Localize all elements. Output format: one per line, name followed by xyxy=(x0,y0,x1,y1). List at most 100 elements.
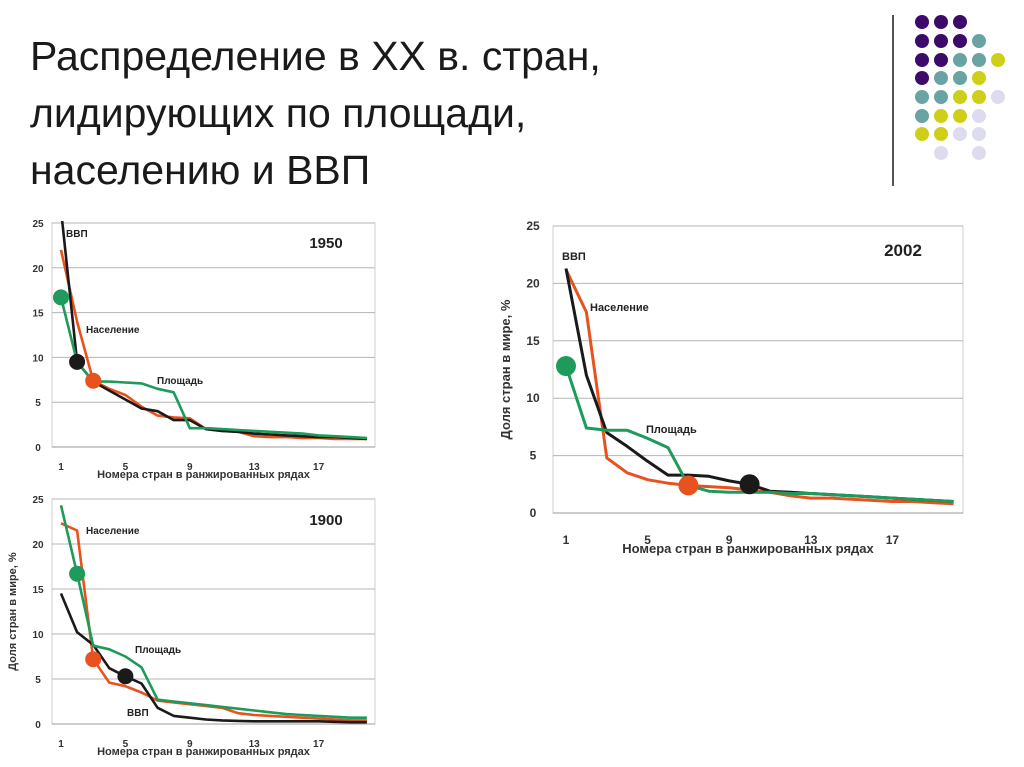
x-tick-label: 1 xyxy=(563,533,570,547)
decorative-divider xyxy=(892,15,894,186)
chart-year-label: 1950 xyxy=(309,235,342,252)
x-tick-label: 13 xyxy=(249,739,261,750)
decorative-dot xyxy=(953,109,967,123)
series-marker-area xyxy=(556,356,576,377)
y-tick-label: 25 xyxy=(32,495,44,506)
decorative-dot xyxy=(972,127,986,141)
decorative-dot xyxy=(915,109,929,123)
decorative-dot xyxy=(934,15,948,29)
y-tick-label: 5 xyxy=(35,398,41,409)
y-tick-label: 0 xyxy=(35,720,41,731)
decorative-dot xyxy=(953,53,967,67)
series-line-gdp xyxy=(60,221,367,441)
plot-area xyxy=(552,225,964,514)
decorative-dot xyxy=(953,71,967,85)
decorative-dot xyxy=(934,109,948,123)
decorative-dot xyxy=(915,127,929,141)
decorative-dot xyxy=(934,53,948,67)
decorative-dot xyxy=(915,15,929,29)
series-label-gdp: ВВП xyxy=(127,708,149,719)
series-line-area xyxy=(59,297,367,440)
series-label-gdp: ВВП xyxy=(562,251,586,263)
chart-year-label: 1900 xyxy=(309,512,342,529)
x-tick-label: 1 xyxy=(58,739,64,750)
x-tick-label: 5 xyxy=(644,533,651,547)
y-tick-label: 15 xyxy=(526,334,540,348)
y-tick-label: 20 xyxy=(526,276,540,290)
x-tick-label: 1 xyxy=(58,462,64,473)
x-tick-label: 5 xyxy=(123,739,129,750)
series-marker-area xyxy=(69,565,86,582)
series-label-area: Площадь xyxy=(646,424,697,436)
decorative-dot xyxy=(953,127,967,141)
decorative-dot xyxy=(953,34,967,48)
series-marker-area xyxy=(53,289,69,306)
y-tick-label: 20 xyxy=(32,540,44,551)
y-axis-label: Доля стран в мире, % xyxy=(498,299,513,439)
x-tick-label: 17 xyxy=(313,462,325,473)
series-label-area: Площадь xyxy=(157,376,203,387)
decorative-dot xyxy=(915,71,929,85)
series-label-population: Население xyxy=(86,325,140,336)
decorative-dot xyxy=(972,71,986,85)
decorative-dot xyxy=(972,34,986,48)
decorative-dot xyxy=(915,90,929,104)
decorative-dot xyxy=(972,109,986,123)
y-tick-label: 0 xyxy=(35,443,41,454)
chart-year-label: 2002 xyxy=(884,241,922,260)
decorative-dot xyxy=(972,53,986,67)
series-line-area xyxy=(564,365,954,503)
series-label-area: Площадь xyxy=(135,645,181,656)
x-tick-label: 17 xyxy=(886,533,900,547)
decorative-dot xyxy=(991,53,1005,67)
decorative-dot xyxy=(972,146,986,160)
x-tick-label: 13 xyxy=(804,533,818,547)
x-axis-label: Номера стран в ранжированных рядах xyxy=(97,469,311,481)
series-label-population: Население xyxy=(86,526,140,537)
series-line-gdp xyxy=(59,593,367,724)
decorative-dot xyxy=(915,53,929,67)
y-tick-label: 25 xyxy=(526,219,540,233)
y-tick-label: 25 xyxy=(32,219,44,230)
y-tick-label: 15 xyxy=(32,309,44,320)
slide-title-line-1: Распределение в XX в. стран, xyxy=(30,33,601,79)
y-tick-label: 20 xyxy=(32,264,44,275)
series-label-gdp: ВВП xyxy=(66,229,88,240)
decorative-dot xyxy=(934,34,948,48)
y-tick-label: 10 xyxy=(526,391,540,405)
slide-title-line-3: населению и ВВП xyxy=(30,147,371,193)
decorative-dot xyxy=(953,15,967,29)
decorative-dot xyxy=(934,90,948,104)
decorative-dot xyxy=(972,90,986,104)
y-tick-label: 5 xyxy=(35,675,41,686)
series-marker-gdp xyxy=(117,668,134,685)
series-marker-population xyxy=(85,651,102,668)
decorative-dot xyxy=(953,90,967,104)
x-tick-label: 9 xyxy=(726,533,733,547)
series-label-population: Население xyxy=(590,302,649,314)
decorative-dot xyxy=(934,127,948,141)
y-tick-label: 0 xyxy=(530,506,537,520)
plot-area xyxy=(51,498,376,725)
x-tick-label: 13 xyxy=(249,462,261,473)
series-marker-population xyxy=(85,372,102,389)
x-tick-label: 9 xyxy=(187,462,193,473)
x-axis-label: Номера стран в ранжированных рядах xyxy=(622,541,874,556)
series-marker-gdp xyxy=(69,353,86,370)
y-tick-label: 15 xyxy=(32,585,44,596)
series-line-area xyxy=(59,505,367,720)
slide-title: Распределение в XX в. стран, лидирующих … xyxy=(30,28,601,199)
y-axis-label: Доля стран в мире, % xyxy=(7,552,19,671)
decorative-dot xyxy=(934,146,948,160)
slide-title-line-2: лидирующих по площади, xyxy=(30,90,527,136)
y-tick-label: 5 xyxy=(530,449,537,463)
x-tick-label: 17 xyxy=(313,739,325,750)
decorative-dot xyxy=(915,34,929,48)
x-tick-label: 5 xyxy=(123,462,129,473)
plot-area xyxy=(51,222,376,448)
x-axis-label: Номера стран в ранжированных рядах xyxy=(97,746,311,758)
